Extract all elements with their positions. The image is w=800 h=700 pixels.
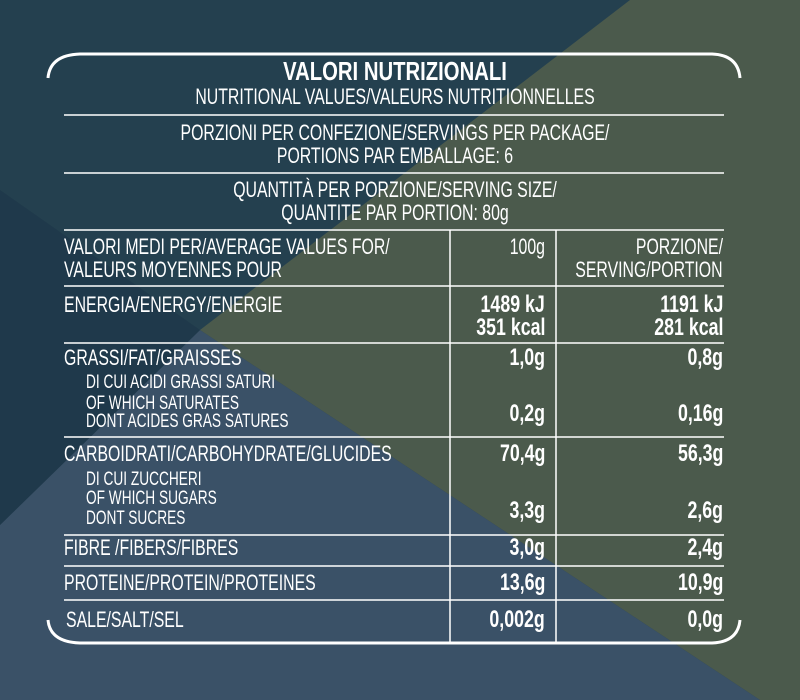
sugars-portion: 2,6g bbox=[687, 497, 723, 524]
energy-portion-kj: 1191 kJ bbox=[659, 291, 723, 318]
saturates-portion: 0,16g bbox=[677, 400, 723, 427]
head-col-portion-line-2: SERVING/PORTION bbox=[575, 257, 723, 282]
olive-shape bbox=[200, 0, 800, 700]
serving-size-line-2: QUANTITE PAR PORTION: 80g bbox=[281, 200, 509, 225]
carbs-label: CARBOIDRATI/CARBOHYDRATE/GLUCIDES bbox=[64, 441, 392, 466]
saturates-100g: 0,2g bbox=[509, 400, 545, 427]
fibre-label: FIBRE /FIBERS/FIBRES bbox=[64, 535, 239, 560]
sugars-line-3: DONT SUCRES bbox=[86, 508, 186, 529]
servings-line-2: PORTIONS PAR EMBALLAGE: 6 bbox=[276, 143, 514, 168]
subtitle: NUTRITIONAL VALUES/VALEURS NUTRITIONNELL… bbox=[195, 84, 595, 109]
fat-100g: 1,0g bbox=[509, 344, 545, 371]
navy-shape bbox=[0, 190, 200, 525]
protein-portion: 10,9g bbox=[677, 569, 723, 596]
serving-size-line-1: QUANTITÀ PER PORZIONE/SERVING SIZE/ bbox=[233, 177, 557, 202]
energy-100g-kcal: 351 kcal bbox=[475, 314, 545, 341]
saturates-line-2: OF WHICH SATURATES bbox=[86, 393, 240, 414]
protein-label: PROTEINE/PROTEIN/PROTEINES bbox=[64, 570, 316, 595]
head-col-100g: 100g bbox=[509, 234, 545, 259]
energy-100g-kj: 1489 kJ bbox=[480, 291, 545, 318]
head-label-line-1: VALORI MEDI PER/AVERAGE VALUES FOR/ bbox=[64, 234, 390, 259]
carbs-portion: 56,3g bbox=[677, 440, 723, 467]
saturates-line-1: DI CUI ACIDI GRASSI SATURI bbox=[86, 372, 276, 393]
energy-label: ENERGIA/ENERGY/ENERGIE bbox=[64, 292, 283, 317]
salt-portion: 0,0g bbox=[687, 606, 723, 633]
sugars-line-1: DI CUI ZUCCHERI bbox=[86, 469, 202, 490]
blue-shape bbox=[0, 330, 760, 700]
salt-100g: 0,002g bbox=[489, 606, 545, 633]
head-col-portion-line-1: PORZIONE/ bbox=[635, 234, 723, 259]
servings-line-1: PORZIONI PER CONFEZIONE/SERVINGS PER PAC… bbox=[180, 120, 610, 145]
fibre-100g: 3,0g bbox=[509, 534, 545, 561]
label-frame bbox=[46, 52, 742, 645]
salt-label: SALE/SALT/SEL bbox=[66, 607, 184, 632]
fat-label: GRASSI/FAT/GRAISSES bbox=[64, 345, 242, 370]
energy-portion-kcal: 281 kcal bbox=[653, 314, 723, 341]
sugars-line-2: OF WHICH SUGARS bbox=[86, 488, 217, 509]
fibre-portion: 2,4g bbox=[687, 534, 723, 561]
head-label-line-2: VALEURS MOYENNES POUR bbox=[64, 257, 283, 282]
saturates-line-3: DONT ACIDES GRAS SATURES bbox=[86, 411, 289, 432]
protein-100g: 13,6g bbox=[499, 569, 545, 596]
carbs-100g: 70,4g bbox=[499, 440, 545, 467]
fat-portion: 0,8g bbox=[687, 344, 723, 371]
title: VALORI NUTRIZIONALI bbox=[283, 56, 507, 86]
sugars-100g: 3,3g bbox=[509, 497, 545, 524]
